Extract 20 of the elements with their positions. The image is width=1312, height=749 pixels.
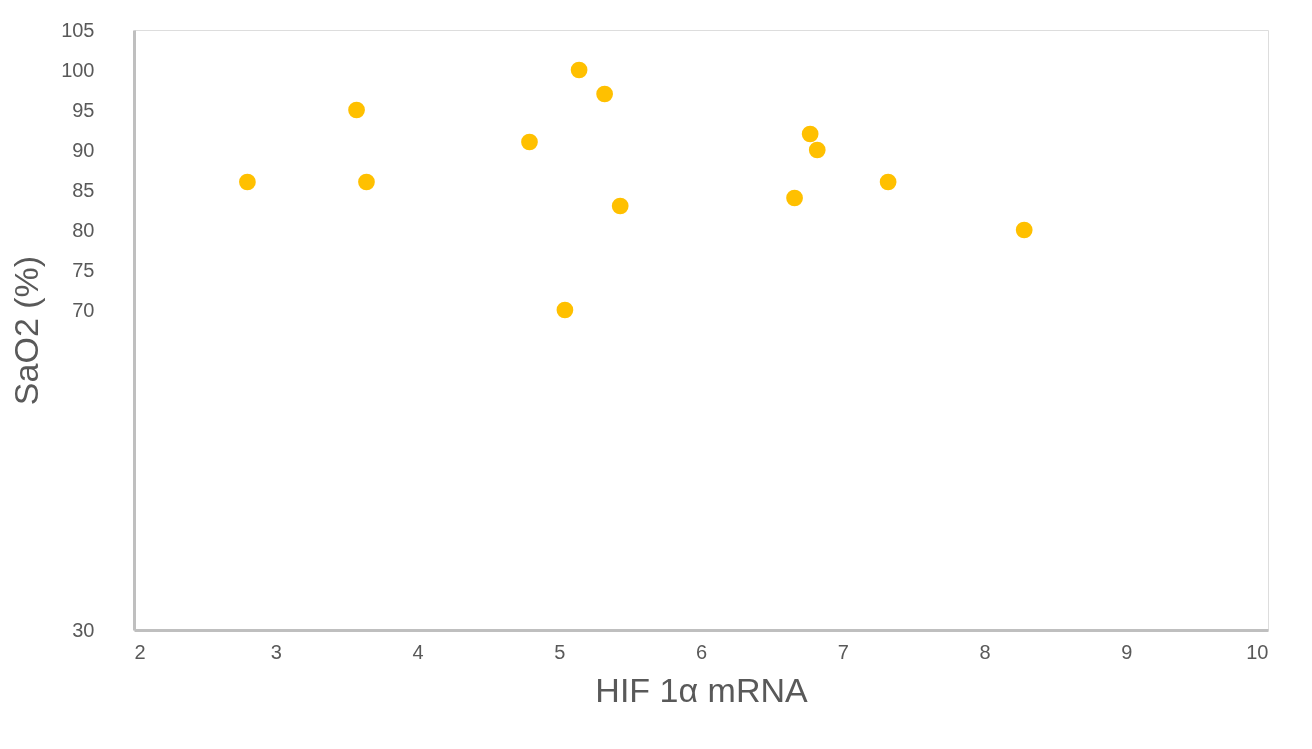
x-tick-label: 8 xyxy=(979,640,991,663)
x-tick-label: 2 xyxy=(134,640,146,663)
y-tick-label: 100 xyxy=(61,58,95,81)
y-tick-label: 70 xyxy=(72,298,95,321)
x-tick-label: 7 xyxy=(837,640,849,663)
y-tick-label: 95 xyxy=(72,98,95,121)
x-tick-label: 3 xyxy=(270,640,282,663)
y-tick-label: 90 xyxy=(72,138,95,161)
y-tick-label: 75 xyxy=(72,258,95,281)
y-axis-title: SaO2 (%) xyxy=(7,255,46,406)
y-tick-label: 105 xyxy=(61,18,95,41)
x-tick-label: 5 xyxy=(554,640,566,663)
y-tick-label: 85 xyxy=(72,178,95,201)
x-tick-label: 9 xyxy=(1121,640,1133,663)
y-tick-label: 30 xyxy=(72,618,95,641)
x-tick-label: 10 xyxy=(1246,640,1269,663)
y-tick-label: 80 xyxy=(72,218,95,241)
x-tick-label: 4 xyxy=(412,640,424,663)
x-axis-title: HIF 1α mRNA xyxy=(595,670,808,709)
x-tick-label: 6 xyxy=(695,640,708,663)
